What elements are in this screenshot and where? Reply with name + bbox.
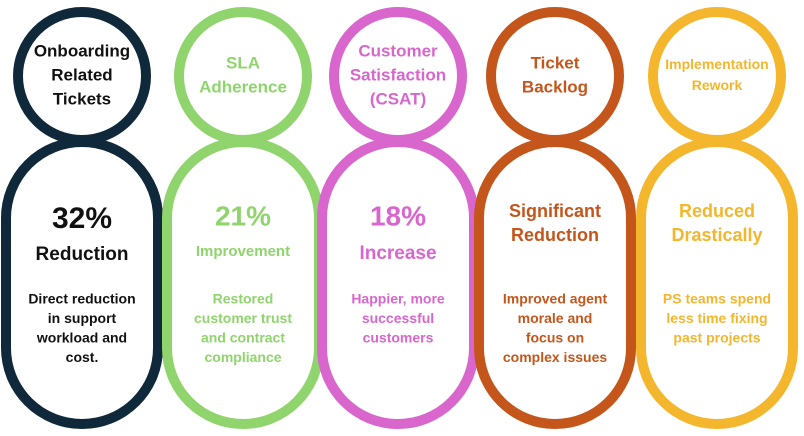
description: past projects [673,330,760,346]
headline: Increase [359,243,436,264]
title-circle [329,7,467,145]
description: Direct reduction [28,291,135,307]
headline: Reduction [36,244,129,265]
title-circle [13,7,151,145]
headline: Significant [509,201,601,221]
description: cost. [66,349,99,365]
description: workload and [36,330,127,346]
headline: 32% [52,202,112,235]
column-title: Ticket [531,53,580,72]
description: compliance [204,349,281,365]
headline: Reduction [511,225,599,245]
headline: Reduced [679,201,755,221]
title-circle [648,7,786,145]
headline: 18% [370,200,426,231]
pill [162,137,324,429]
headline: Drastically [671,225,762,245]
column-title: Onboarding [34,41,130,60]
description: Happier, more [351,291,445,307]
pill [474,137,636,429]
description: Restored [213,291,274,307]
description: morale and [518,310,593,326]
description: less time fixing [666,310,767,326]
description: customer trust [194,310,292,326]
title-circle [174,7,312,145]
column-title: Customer [358,41,438,60]
column-title: Rework [692,77,743,93]
description: and contract [201,330,285,346]
column-title: Tickets [53,89,111,108]
description: complex issues [503,349,607,365]
pill [636,137,798,429]
column-title: (CSAT) [370,89,426,108]
description: PS teams spend [663,291,771,307]
description: in support [48,310,117,326]
column-title: Adherence [199,77,287,96]
column-title: Related [51,65,112,84]
title-circle [486,7,624,145]
pill [317,137,479,429]
description: focus on [526,330,584,346]
column-title: Implementation [665,56,768,72]
pill [1,137,163,429]
description: successful [362,310,434,326]
column-title: Backlog [522,77,588,96]
description: customers [363,330,434,346]
column-title: SLA [226,53,260,72]
column-title: Satisfaction [350,65,446,84]
headline: 21% [215,200,271,231]
description: Improved agent [503,291,608,307]
headline: Improvement [196,243,290,260]
